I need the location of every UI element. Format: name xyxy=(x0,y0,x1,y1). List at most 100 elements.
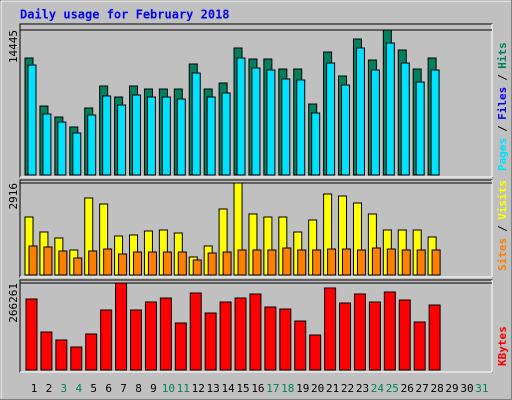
bar xyxy=(368,301,381,371)
y-tick-label: 266261 xyxy=(7,283,20,323)
bar xyxy=(159,297,172,371)
bar xyxy=(88,250,98,276)
bar xyxy=(25,298,38,371)
chart-title: Daily usage for February 2018 xyxy=(20,8,230,22)
legend-separator: / xyxy=(496,74,509,81)
x-tick-label: 29 xyxy=(445,382,458,395)
bar xyxy=(42,113,52,176)
x-tick-label: 13 xyxy=(207,382,220,395)
x-tick-label: 12 xyxy=(192,382,205,395)
x-tick-label: 15 xyxy=(236,382,249,395)
bar xyxy=(282,247,292,276)
x-tick-label: 8 xyxy=(135,382,142,395)
bar xyxy=(297,249,307,276)
bar xyxy=(356,249,366,276)
legend-label: Hits xyxy=(496,42,509,69)
bar xyxy=(176,98,186,176)
x-tick-label: 14 xyxy=(221,382,235,395)
bar xyxy=(161,96,171,176)
bar xyxy=(174,322,187,371)
bar xyxy=(296,79,306,176)
bar xyxy=(401,249,411,276)
bar xyxy=(264,306,277,371)
bar xyxy=(413,321,426,371)
bar xyxy=(103,248,113,276)
bar xyxy=(133,251,143,276)
x-tick-label: 26 xyxy=(401,382,414,395)
bar xyxy=(339,302,352,371)
legend-separator: / xyxy=(496,225,509,232)
bar xyxy=(57,121,67,176)
bar xyxy=(219,301,232,371)
x-tick-label: 2 xyxy=(46,382,53,395)
bar xyxy=(192,259,202,276)
bar xyxy=(416,249,426,276)
bar xyxy=(385,42,395,176)
bar xyxy=(162,251,172,276)
bar xyxy=(177,251,187,276)
bar xyxy=(342,248,352,276)
bar xyxy=(279,308,292,371)
x-tick-label: 17 xyxy=(266,382,279,395)
bar xyxy=(370,69,380,176)
bar xyxy=(115,282,128,371)
x-tick-label: 5 xyxy=(90,382,97,395)
bar xyxy=(312,249,322,276)
x-tick-label: 30 xyxy=(460,382,473,395)
x-tick-label: 28 xyxy=(430,382,443,395)
bar xyxy=(237,249,247,276)
y-tick-label: 14445 xyxy=(7,30,20,63)
x-tick-label: 9 xyxy=(150,382,157,395)
bar xyxy=(281,78,291,176)
x-tick-label: 27 xyxy=(416,382,429,395)
bar xyxy=(267,249,277,276)
legend-label: KBytes xyxy=(496,326,509,366)
x-tick-label: 3 xyxy=(61,382,68,395)
bar xyxy=(144,301,157,371)
bar xyxy=(431,249,441,276)
bar xyxy=(234,297,247,371)
bar xyxy=(130,309,143,371)
bar xyxy=(55,339,68,371)
bar xyxy=(383,291,396,371)
bar xyxy=(266,69,276,176)
bar xyxy=(355,47,365,176)
bar xyxy=(206,96,216,176)
bar xyxy=(324,287,337,371)
x-tick-label: 7 xyxy=(120,382,127,395)
x-tick-label: 16 xyxy=(251,382,264,395)
x-tick-label: 19 xyxy=(296,382,309,395)
bar xyxy=(72,132,82,176)
bar xyxy=(236,57,246,176)
bar xyxy=(70,346,83,371)
x-tick-label: 4 xyxy=(75,382,82,395)
legend-separator: / xyxy=(496,125,509,132)
legend-label: Sites xyxy=(496,238,509,271)
bar xyxy=(207,252,217,276)
bar xyxy=(430,69,440,176)
bar xyxy=(371,247,381,276)
x-tick-label: 23 xyxy=(356,382,369,395)
bar xyxy=(189,292,202,371)
bar xyxy=(204,312,217,371)
bar xyxy=(353,293,366,371)
x-tick-label: 24 xyxy=(371,382,385,395)
bar xyxy=(58,250,68,276)
bar xyxy=(28,245,38,276)
bar xyxy=(311,112,321,176)
bar xyxy=(40,331,53,371)
bar xyxy=(252,249,262,276)
x-tick-label: 21 xyxy=(326,382,339,395)
x-tick-label: 18 xyxy=(281,382,294,395)
bar xyxy=(100,309,113,371)
bar xyxy=(415,81,425,176)
bar xyxy=(251,67,261,176)
bar xyxy=(386,248,396,276)
bar xyxy=(27,64,37,176)
bar xyxy=(400,62,410,176)
bar xyxy=(102,95,112,176)
bar xyxy=(73,257,83,276)
bar xyxy=(221,92,231,176)
bar xyxy=(85,333,98,371)
bar xyxy=(132,94,142,176)
